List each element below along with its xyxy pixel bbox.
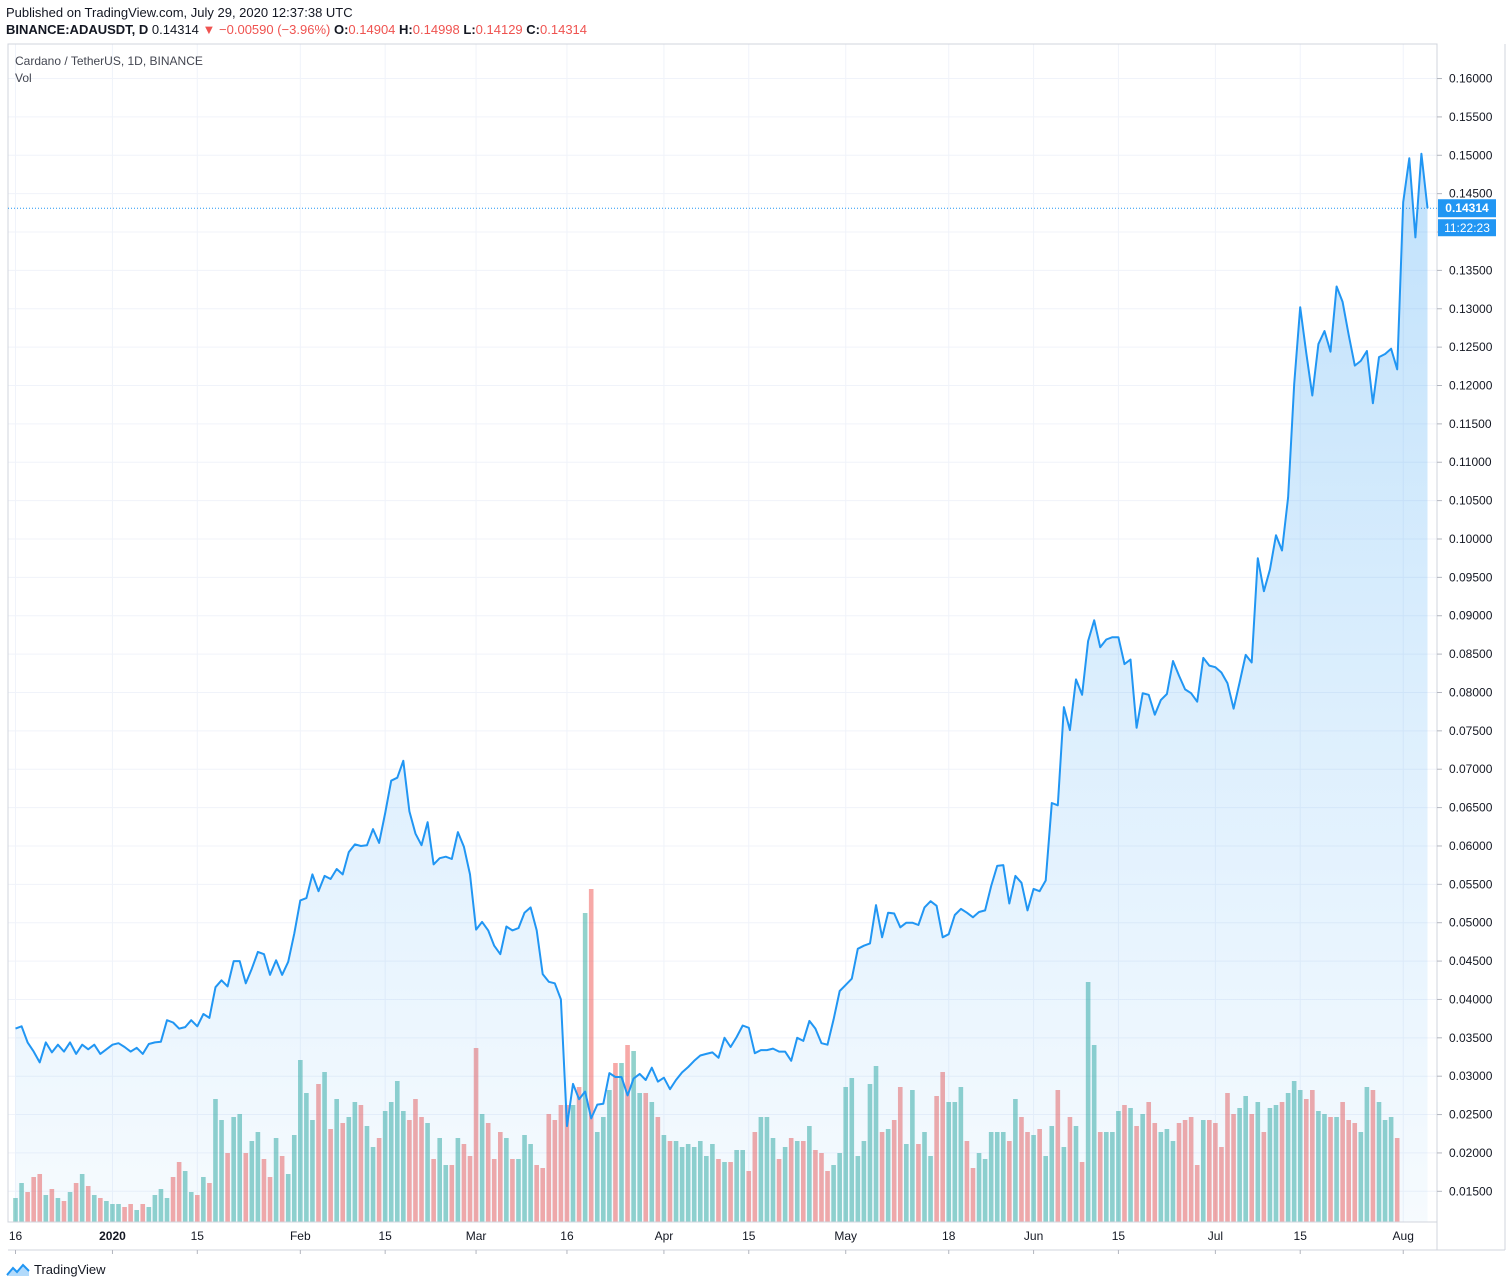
x-tick-label: Jun xyxy=(1024,1229,1043,1243)
x-tick-label: Apr xyxy=(655,1229,674,1243)
y-tick-label: 0.02000 xyxy=(1449,1146,1493,1160)
last-price: 0.14314 xyxy=(151,22,199,37)
y-tick-label: 0.08500 xyxy=(1449,647,1493,661)
y-tick-label: 0.04000 xyxy=(1449,992,1493,1006)
y-tick-label: 0.05000 xyxy=(1449,916,1493,930)
y-tick-label: 0.09500 xyxy=(1449,570,1493,584)
last-price-value: 0.14314 xyxy=(1445,201,1489,215)
y-tick-label: 0.09000 xyxy=(1449,609,1493,623)
x-tick-label: 2020 xyxy=(99,1229,126,1243)
y-tick-label: 0.13000 xyxy=(1449,302,1493,316)
y-tick-label: 0.12500 xyxy=(1449,340,1493,354)
x-tick-label: Feb xyxy=(290,1229,311,1243)
close-value: 0.14314 xyxy=(540,22,588,37)
y-tick-label: 0.05500 xyxy=(1449,877,1493,891)
x-tick-label: 18 xyxy=(942,1229,956,1243)
volume-bar xyxy=(582,913,588,1222)
close-label: C: xyxy=(526,22,541,37)
y-tick-label: 0.04500 xyxy=(1449,954,1493,968)
y-tick-label: 0.10500 xyxy=(1449,494,1493,508)
chart-title: Cardano / TetherUS, 1D, BINANCE xyxy=(15,54,203,68)
x-tick-label: Aug xyxy=(1393,1229,1414,1243)
high-value: 0.14998 xyxy=(412,22,460,37)
x-tick-label: 16 xyxy=(560,1229,574,1243)
published-info: Published on TradingView.com, July 29, 2… xyxy=(6,5,353,20)
y-tick-label: 0.01500 xyxy=(1449,1184,1493,1198)
y-tick-label: 0.11000 xyxy=(1449,455,1492,469)
x-tick-label: 15 xyxy=(742,1229,756,1243)
x-tick-label: 15 xyxy=(378,1229,392,1243)
open-label: O: xyxy=(333,22,349,37)
y-tick-label: 0.02500 xyxy=(1449,1108,1493,1122)
y-tick-label: 0.10000 xyxy=(1449,532,1493,546)
y-tick-label: 0.12000 xyxy=(1449,379,1493,393)
open-value: 0.14904 xyxy=(348,22,396,37)
y-tick-label: 0.07000 xyxy=(1449,762,1493,776)
high-label: H: xyxy=(399,22,413,37)
x-tick-label: Jul xyxy=(1208,1229,1223,1243)
y-tick-label: 0.07500 xyxy=(1449,724,1493,738)
y-tick-label: 0.03500 xyxy=(1449,1031,1493,1045)
price-area xyxy=(15,153,1428,1223)
x-tick-label: May xyxy=(834,1229,857,1243)
price-line xyxy=(15,152,1429,1128)
tradingview-brand[interactable]: TradingView xyxy=(6,1262,106,1277)
down-arrow-icon: ▼ xyxy=(202,22,216,37)
y-tick-label: 0.15000 xyxy=(1449,148,1493,162)
x-tick-label: Mar xyxy=(466,1229,487,1243)
chart-legend: Cardano / TetherUS, 1D, BINANCE Vol xyxy=(15,53,203,87)
y-tick-label: 0.06500 xyxy=(1449,801,1493,815)
x-tick-label: 15 xyxy=(191,1229,205,1243)
brand-name: TradingView xyxy=(34,1262,106,1277)
countdown-tag xyxy=(1438,219,1496,237)
y-tick-label: 0.14500 xyxy=(1449,187,1493,201)
low-value: 0.14129 xyxy=(475,22,523,37)
y-tick-label: 0.06000 xyxy=(1449,839,1493,853)
x-tick-label: 15 xyxy=(1294,1229,1308,1243)
y-tick-label: 0.11500 xyxy=(1449,417,1492,431)
volume-bar xyxy=(588,889,594,1222)
x-tick-label: 16 xyxy=(9,1229,23,1243)
symbol: BINANCE:ADAUSDT, D xyxy=(6,22,149,37)
y-tick-label: 0.15500 xyxy=(1449,110,1493,124)
y-tick-label: 0.08000 xyxy=(1449,685,1493,699)
y-tick-label: 0.03000 xyxy=(1449,1069,1493,1083)
y-tick-label: 0.16000 xyxy=(1449,72,1493,86)
x-tick-label: 15 xyxy=(1112,1229,1126,1243)
tradingview-logo-icon xyxy=(6,1263,30,1276)
y-tick-label: 0.13500 xyxy=(1449,263,1493,277)
ohlc-bar: BINANCE:ADAUSDT, D 0.14314 ▼ −0.00590 (−… xyxy=(6,22,587,37)
countdown-value: 11:22:23 xyxy=(1444,221,1490,235)
last-price-tag xyxy=(1438,199,1496,218)
low-label: L: xyxy=(463,22,476,37)
volume-label: Vol xyxy=(15,71,32,85)
price-change: −0.00590 (−3.96%) xyxy=(219,22,331,37)
